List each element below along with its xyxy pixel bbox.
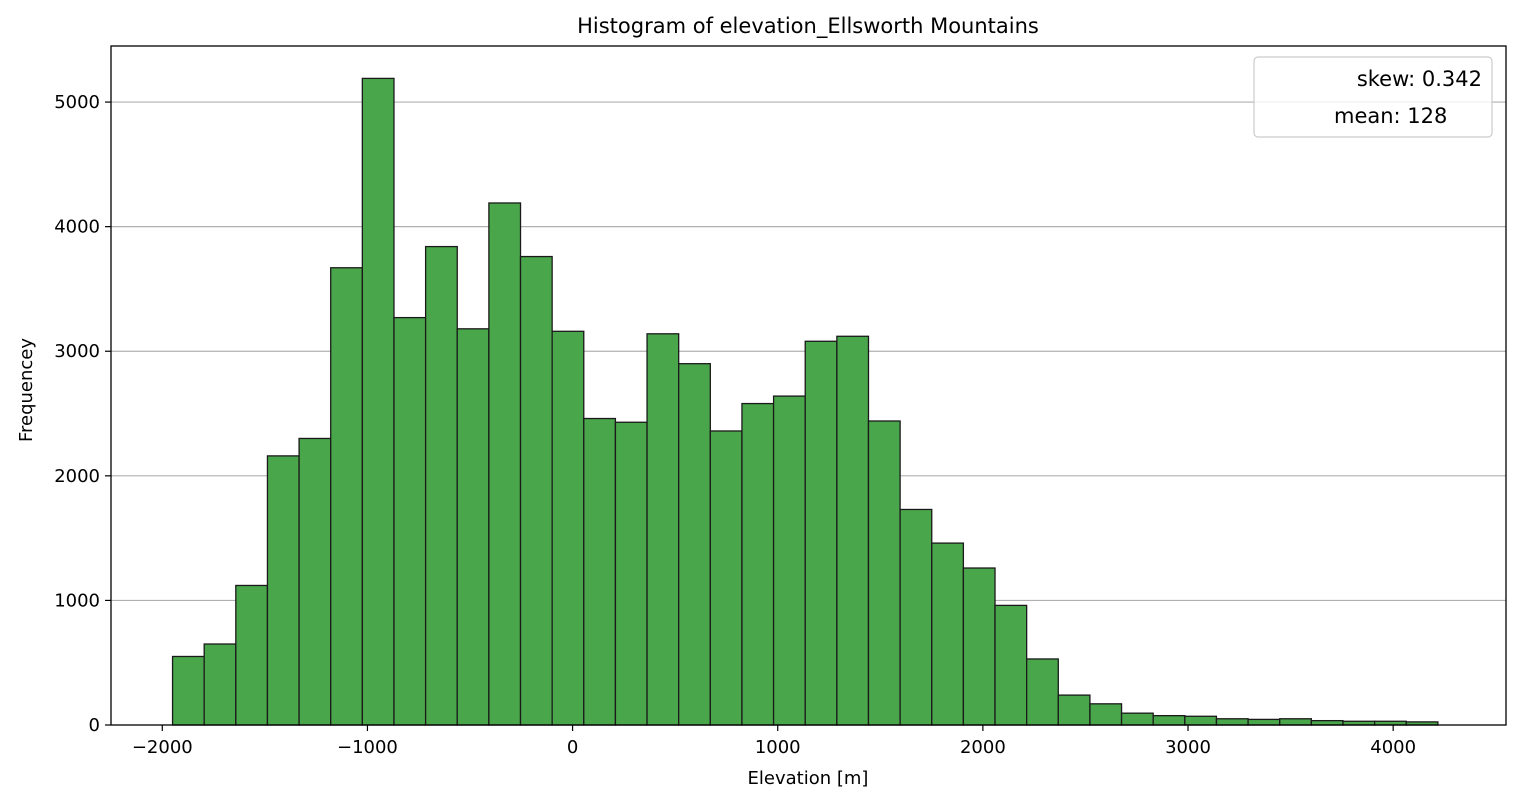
- x-axis-ticks: −2000 −1000 0 1000 2000 3000 4000: [132, 725, 1416, 758]
- histogram-bar: [836, 335, 870, 726]
- histogram-bar: [614, 421, 648, 726]
- histogram-bar: [424, 245, 458, 726]
- x-tick-label: −2000: [132, 737, 193, 758]
- histogram-bar: [772, 395, 806, 726]
- histogram-bar: [1279, 718, 1313, 726]
- histogram-bar: [804, 340, 838, 726]
- histogram-bar: [235, 584, 269, 726]
- legend-entry-mean: mean: 128: [1334, 104, 1447, 128]
- x-tick-label: 2000: [960, 737, 1006, 758]
- histogram-bar: [361, 77, 395, 726]
- legend: skew: 0.342 mean: 128: [1253, 56, 1493, 138]
- histogram-bar: [266, 455, 300, 726]
- histogram-bar: [678, 363, 711, 726]
- histogram-bar: [1152, 715, 1186, 726]
- histogram-bar: [994, 604, 1028, 726]
- histogram-bar: [646, 333, 680, 726]
- histogram-bar: [931, 542, 965, 726]
- legend-box: [1253, 56, 1493, 138]
- y-tick-label: 5000: [54, 92, 100, 113]
- histogram-bar: [899, 508, 933, 726]
- y-tick-label: 3000: [54, 341, 100, 362]
- plot-frame: [110, 45, 1507, 726]
- y-axis-label: Frequencey: [16, 338, 37, 442]
- histogram-bar: [1247, 718, 1281, 726]
- histogram-bar: [1184, 715, 1218, 726]
- legend-entry-skew: skew: 0.342: [1357, 67, 1482, 91]
- histogram-bar: [519, 255, 553, 726]
- histogram-bar: [456, 328, 490, 726]
- histogram-bar: [1310, 719, 1344, 726]
- x-tick-label: 3000: [1165, 737, 1211, 758]
- x-tick-label: 4000: [1370, 737, 1416, 758]
- chart-title: Histogram of elevation_Ellsworth Mountai…: [577, 14, 1039, 39]
- y-tick-label: 2000: [54, 466, 100, 487]
- histogram-bar: [1026, 658, 1059, 726]
- histogram-bar: [1120, 712, 1154, 726]
- histogram-bar: [488, 202, 522, 726]
- histogram-bar: [330, 267, 363, 726]
- x-tick-label: −1000: [337, 737, 398, 758]
- histogram-bar: [298, 437, 332, 726]
- histogram-bar: [962, 567, 996, 726]
- histogram-bar: [867, 420, 901, 726]
- histogram-bar: [1215, 718, 1249, 726]
- histogram-bar: [203, 643, 237, 726]
- histogram-bar: [741, 402, 775, 726]
- histogram-bars: [171, 77, 1439, 726]
- histogram-bar: [583, 417, 617, 726]
- y-tick-label: 4000: [54, 217, 100, 238]
- histogram-bar: [551, 330, 585, 726]
- histogram-bar: [709, 430, 743, 726]
- x-tick-label: 0: [567, 737, 578, 758]
- x-axis-label: Elevation [m]: [748, 768, 869, 789]
- y-tick-label: 1000: [54, 590, 100, 611]
- y-axis-ticks: 0 1000 2000 3000 4000 5000: [54, 92, 111, 736]
- y-tick-label: 0: [89, 715, 100, 736]
- histogram-bar: [171, 655, 205, 726]
- x-tick-label: 1000: [755, 737, 801, 758]
- histogram-bar: [1089, 703, 1123, 726]
- histogram-bar: [1057, 694, 1091, 726]
- histogram-bar: [393, 316, 427, 726]
